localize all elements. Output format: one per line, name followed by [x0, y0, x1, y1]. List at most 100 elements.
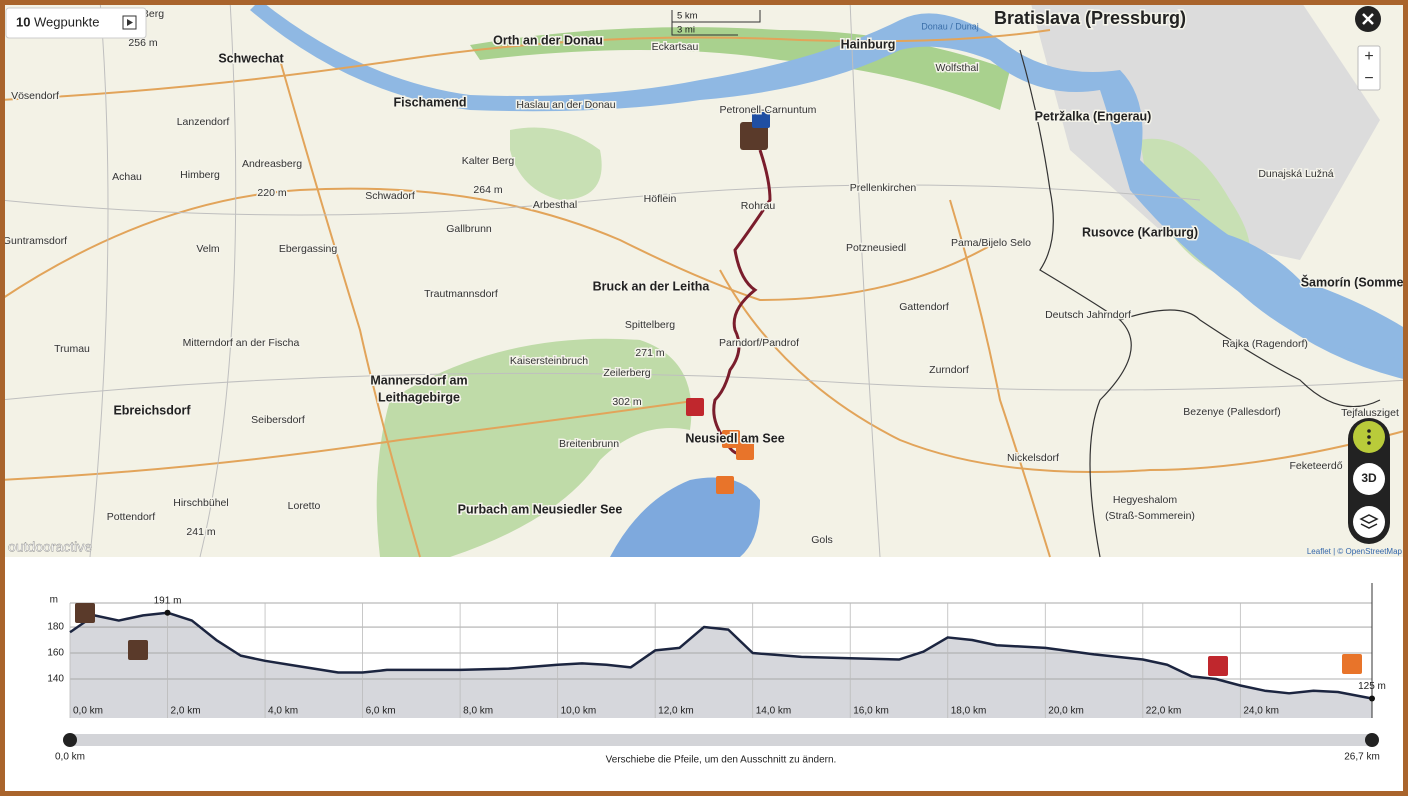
place-label: Eckartsau	[652, 41, 699, 53]
place-label: Spittelberg	[625, 319, 675, 331]
zoom-out[interactable]: −	[1364, 70, 1373, 87]
profile-area	[70, 612, 1372, 718]
waypoint-icon[interactable]	[716, 476, 734, 494]
place-label: Bruck an der Leitha	[593, 279, 711, 293]
range-track	[70, 734, 1372, 746]
place-labels: Orth an der Donau Eckartsau Hainburg Bratis…	[1, 6, 1408, 547]
annotation-label: 191 m	[154, 595, 182, 606]
waypoint-icon[interactable]	[686, 398, 704, 416]
brand: outdooractive	[8, 539, 92, 555]
place-label: 241 m	[186, 526, 215, 538]
y-tick-label: 180	[47, 622, 64, 633]
place-label: Petržalka (Engerau)	[1035, 109, 1152, 123]
x-tick-label: 6,0 km	[366, 706, 396, 717]
place-label: Šamorín (Sommere	[1301, 274, 1408, 289]
reservoir	[1210, 230, 1408, 360]
place-label: Wolfsthal	[936, 62, 979, 74]
waypoint-count: 10	[16, 14, 30, 29]
layers-icon	[1359, 514, 1379, 529]
roads	[0, 29, 1408, 558]
route	[712, 149, 772, 455]
dot	[1367, 429, 1371, 433]
zoom-control	[1357, 45, 1381, 91]
x-tick-label: 18,0 km	[951, 706, 987, 717]
annotation-label: 125 m	[1358, 681, 1386, 692]
place-label: Trautmannsdorf	[424, 288, 498, 300]
place-label: Hirschbühel	[173, 497, 228, 509]
place-label: Arbesthal	[533, 199, 577, 211]
y-axis-label: m	[50, 595, 58, 606]
place-label: 220 m	[257, 187, 286, 199]
place-label: Andreasberg	[242, 158, 302, 170]
scale-bar	[671, 10, 761, 36]
place-label: Gattendorf	[899, 301, 949, 313]
x-tick-label: 24,0 km	[1243, 706, 1279, 717]
range-end-label: 26,7 km	[1344, 752, 1380, 763]
x-tick-label: 22,0 km	[1146, 706, 1182, 717]
river-danube	[250, 0, 1408, 380]
place-label: Kaisersteinbruch	[510, 355, 588, 367]
forest	[510, 127, 602, 200]
waypoint-icon[interactable]	[736, 442, 754, 460]
x-tick-label: 8,0 km	[463, 706, 493, 717]
x-tick-label: 14,0 km	[756, 706, 792, 717]
place-label: Leithagebirge	[378, 390, 460, 404]
urban-area	[1030, 0, 1380, 260]
map[interactable]: Orth an der Donau Eckartsau Hainburg Bratis…	[0, 0, 1408, 558]
place-label: Rajka (Ragendorf)	[1222, 338, 1308, 350]
dot	[1367, 441, 1371, 445]
x-tick-label: 2,0 km	[171, 706, 201, 717]
range-handle-end[interactable]	[1365, 733, 1379, 747]
place-label: Orth an der Donau	[493, 33, 603, 47]
place-label: Rohrau	[741, 200, 776, 212]
profile-icon	[1208, 656, 1228, 676]
place-label: Pama/Bijelo Selo	[951, 237, 1031, 249]
3d-label: 3D	[1361, 471, 1377, 485]
place-label: Velm	[196, 243, 220, 255]
range-start-label: 0,0 km	[55, 752, 85, 763]
play-button[interactable]	[122, 15, 137, 30]
play-icon	[127, 19, 133, 26]
waypoint-icon[interactable]	[740, 122, 768, 150]
waypoint-icon[interactable]	[722, 430, 740, 448]
profile-icon	[128, 640, 148, 660]
place-label: Gallbrunn	[446, 223, 492, 235]
attribution[interactable]: Leaflet | © OpenStreetMap	[1307, 547, 1403, 556]
place-label: 264 m	[473, 184, 502, 196]
x-tick-label: 16,0 km	[853, 706, 889, 717]
place-label: 256 m	[128, 37, 157, 49]
info-icon[interactable]	[752, 110, 770, 128]
place-label: Zurndorf	[929, 364, 969, 376]
place-label: 271 m	[635, 347, 664, 359]
place-label: Himberg	[180, 169, 220, 181]
place-label: Prellenkirchen	[850, 182, 917, 194]
place-label: Breitenbrunn	[559, 438, 619, 450]
x-tick-label: 0,0 km	[73, 706, 103, 717]
place-label: Seibersdorf	[251, 414, 305, 426]
x-tick-label: 20,0 km	[1048, 706, 1084, 717]
waypoint-label: Wegpunkte	[34, 14, 100, 29]
place-label: 302 m	[612, 396, 641, 408]
place-label: Trumau	[54, 343, 90, 355]
place-label: Feketeerdő	[1289, 460, 1342, 472]
place-label: Mannersdorf am	[370, 373, 467, 387]
place-label: Donau / Dunaj	[921, 21, 979, 31]
place-label: (Straß-Sommerein)	[1105, 510, 1195, 522]
range-hint: Verschiebe die Pfeile, um den Ausschnitt…	[606, 755, 837, 766]
range-handle-start[interactable]	[63, 733, 77, 747]
zoom-in[interactable]: +	[1364, 48, 1373, 65]
profile-icon	[75, 603, 95, 623]
layers-button[interactable]	[1353, 506, 1385, 538]
place-label: Dunajská Lužná	[1258, 168, 1333, 180]
annotation-dot	[1369, 695, 1375, 702]
x-tick-label: 4,0 km	[268, 706, 298, 717]
3d-button[interactable]	[1353, 463, 1385, 495]
place-label: Loretto	[288, 500, 321, 512]
close-icon	[1362, 13, 1374, 25]
place-label: Haslau an der Donau	[516, 99, 615, 111]
place-label: Vösendorf	[11, 90, 59, 102]
waypoints-panel[interactable]	[5, 7, 147, 39]
place-label: Gols	[811, 534, 833, 546]
